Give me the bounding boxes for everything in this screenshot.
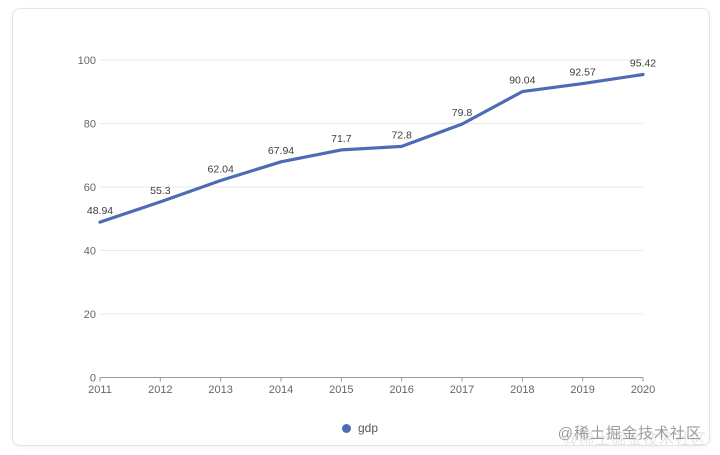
data-point-label: 95.42 xyxy=(630,58,656,70)
data-point-label: 92.57 xyxy=(570,67,596,79)
data-point-label: 90.04 xyxy=(509,75,535,87)
x-axis-tick-label: 2011 xyxy=(88,384,112,396)
data-point-label: 62.04 xyxy=(208,164,234,176)
y-axis-tick-label: 20 xyxy=(84,309,96,321)
y-axis-tick-label: 100 xyxy=(78,55,96,67)
x-axis-tick-label: 2019 xyxy=(570,384,594,396)
y-axis-tick-label: 80 xyxy=(84,119,96,131)
y-axis-tick-label: 0 xyxy=(90,373,96,385)
watermark: @稀土掘金技术社区 xyxy=(557,425,702,442)
x-axis-tick-label: 2012 xyxy=(148,384,172,396)
series-line-gdp xyxy=(98,72,645,224)
legend-item-gdp[interactable]: gdp xyxy=(0,421,720,435)
x-axis-tick-label: 2020 xyxy=(631,384,655,396)
x-axis-tick-label: 2013 xyxy=(208,384,232,396)
data-point-label: 48.94 xyxy=(87,205,113,217)
data-point-label: 67.94 xyxy=(268,145,294,157)
legend-label: gdp xyxy=(357,421,379,435)
x-axis-tick-label: 2016 xyxy=(389,384,413,396)
data-point-label: 72.8 xyxy=(391,129,412,141)
y-axis-tick-label: 40 xyxy=(84,246,96,258)
x-axis-tick-label: 2014 xyxy=(269,384,293,396)
x-axis-tick-label: 2017 xyxy=(450,384,474,396)
legend-marker-icon xyxy=(341,423,351,433)
x-axis-tick-label: 2018 xyxy=(510,384,534,396)
y-axis-tick-label: 60 xyxy=(84,182,96,194)
data-point-label: 71.7 xyxy=(331,133,352,145)
data-point-label: 79.8 xyxy=(452,107,473,119)
x-axis-tick-label: 2015 xyxy=(329,384,353,396)
data-point-label: 55.3 xyxy=(150,185,171,197)
